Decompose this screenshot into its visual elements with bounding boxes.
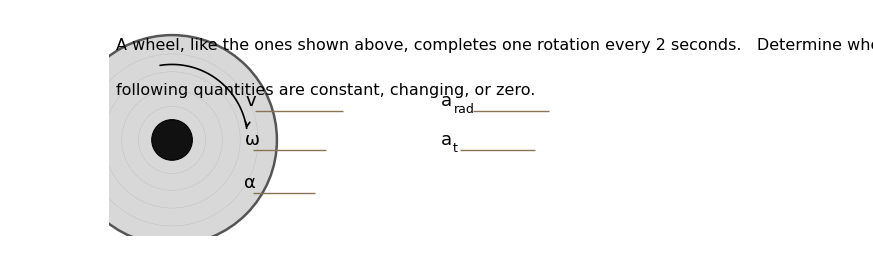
Text: ω: ω xyxy=(244,131,259,149)
Text: a: a xyxy=(441,131,451,149)
Text: α: α xyxy=(244,174,257,192)
Text: a: a xyxy=(441,92,451,110)
Text: following quantities are constant, changing, or zero.: following quantities are constant, chang… xyxy=(116,83,535,98)
Text: v: v xyxy=(246,92,257,110)
Ellipse shape xyxy=(67,35,277,245)
Ellipse shape xyxy=(152,120,192,160)
Text: t: t xyxy=(453,142,457,155)
Text: rad: rad xyxy=(454,103,475,116)
Text: A wheel, like the ones shown above, completes one rotation every 2 seconds.   De: A wheel, like the ones shown above, comp… xyxy=(116,38,873,53)
